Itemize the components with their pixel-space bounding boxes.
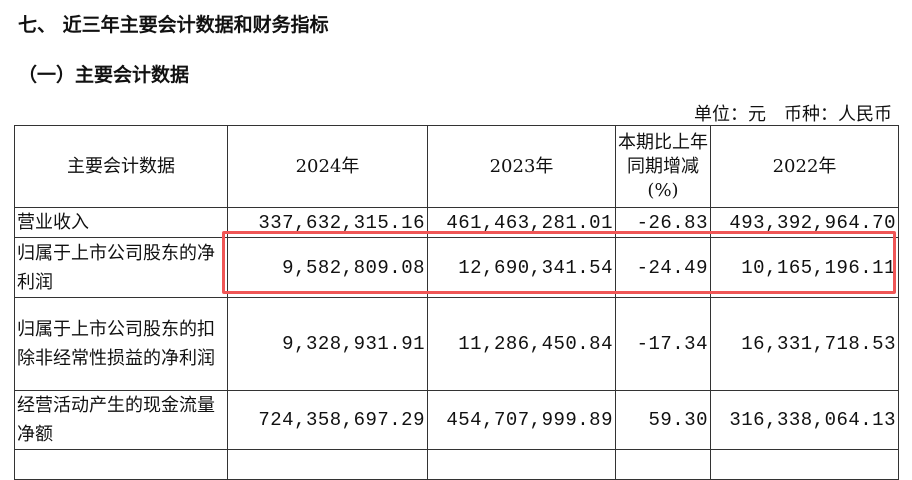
header-cell: 2024年 [227, 125, 428, 208]
section-title: 七、 近三年主要会计数据和财务指标 [18, 14, 329, 36]
value-cell: 59.30 [615, 390, 711, 450]
table-row: 营业收入 337,632,315.16 461,463,281.01 -26.8… [14, 207, 899, 238]
value-cell: 454,707,999.89 [427, 390, 616, 450]
value-cell: 337,632,315.16 [227, 207, 428, 238]
subsection-title: （一）主要会计数据 [18, 64, 190, 86]
value-cell: 16,331,718.53 [710, 297, 899, 391]
value-cell: 724,358,697.29 [227, 390, 428, 450]
value-cell: 493,392,964.70 [710, 207, 899, 238]
header-cell: 主要会计数据 [14, 125, 228, 208]
table-row: 归属于上市公司股东的扣除非经常性损益的净利润 9,328,931.91 11,2… [14, 297, 899, 391]
accounting-data-table: 主要会计数据 2024年 2023年 本期比上年同期增减(%) 2022年 营业… [14, 125, 899, 480]
table-header-row: 主要会计数据 2024年 2023年 本期比上年同期增减(%) 2022年 [14, 125, 899, 208]
value-cell: 461,463,281.01 [427, 207, 616, 238]
header-cell: 2023年 [427, 125, 616, 208]
header-cell: 本期比上年同期增减(%) [615, 125, 711, 208]
value-cell: 10,165,196.11 [710, 237, 899, 298]
value-cell: 12,690,341.54 [427, 237, 616, 298]
value-cell: 11,286,450.84 [427, 297, 616, 391]
row-label: 归属于上市公司股东的净利润 [14, 237, 228, 298]
table-row: 经营活动产生的现金流量净额 724,358,697.29 454,707,999… [14, 390, 899, 450]
table-row-partial [14, 449, 899, 480]
row-label: 经营活动产生的现金流量净额 [14, 390, 228, 450]
unit-currency-line: 单位：元 币种：人民币 [694, 104, 892, 125]
value-cell: 316,338,064.13 [710, 390, 899, 450]
value-cell: -26.83 [615, 207, 711, 238]
value-cell: 9,328,931.91 [227, 297, 428, 391]
row-label: 归属于上市公司股东的扣除非经常性损益的净利润 [14, 297, 228, 391]
value-cell: -24.49 [615, 237, 711, 298]
table-row: 归属于上市公司股东的净利润 9,582,809.08 12,690,341.54… [14, 237, 899, 298]
value-cell: 9,582,809.08 [227, 237, 428, 298]
row-label: 营业收入 [14, 207, 228, 238]
header-cell: 2022年 [710, 125, 899, 208]
value-cell: -17.34 [615, 297, 711, 391]
